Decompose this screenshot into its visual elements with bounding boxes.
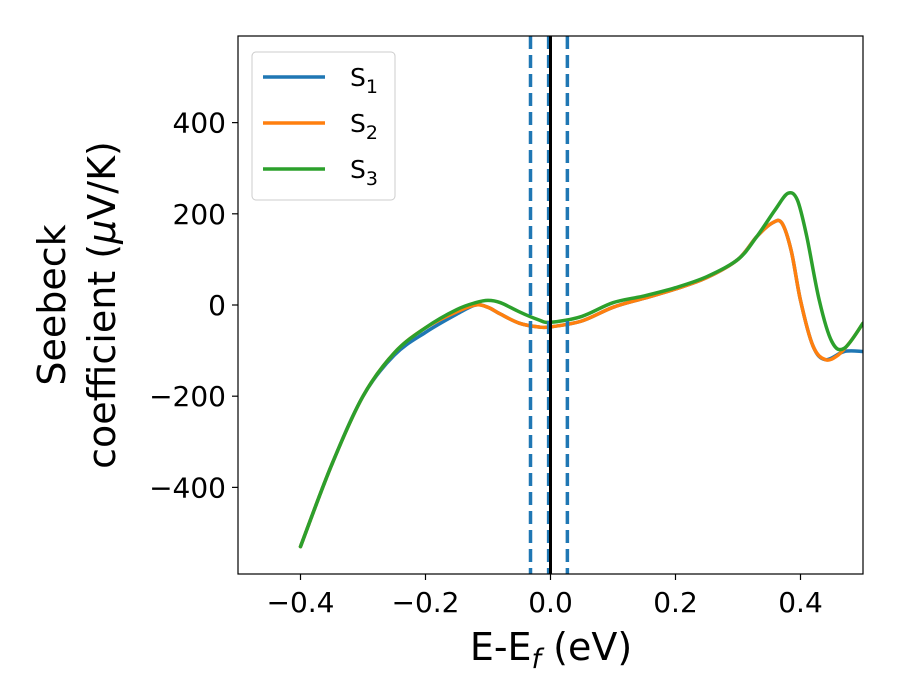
y-axis-label-line2-pre: coefficient ( xyxy=(80,244,124,469)
svg-text:E-Ef (eV): E-Ef (eV) xyxy=(470,625,632,675)
series-line-s1 xyxy=(298,218,863,549)
x-axis-ticks: −0.4 −0.2 0.0 0.2 0.4 xyxy=(267,574,823,619)
y-axis-label-line2: coefficient (μV/K) xyxy=(80,141,124,469)
y-axis-ticks: −400 −200 0 200 400 xyxy=(149,107,238,504)
x-axis-label-main: E-E xyxy=(470,625,532,669)
x-tick-label: −0.4 xyxy=(267,586,335,619)
x-axis-label-unit: (eV) xyxy=(541,625,632,669)
y-axis-label-mu: μ xyxy=(80,220,124,245)
y-axis-label-line1: Seebeck xyxy=(30,224,74,385)
series-line-s2 xyxy=(298,218,863,549)
x-tick-label: 0.2 xyxy=(653,586,698,619)
y-axis-label-line2-post: V/K) xyxy=(80,141,124,220)
y-tick-label: −400 xyxy=(149,471,226,504)
y-axis-title: Seebeck coefficient (μV/K) xyxy=(30,141,124,469)
series-lines xyxy=(298,190,863,549)
y-tick-label: 400 xyxy=(173,107,226,140)
x-tick-label: 0.0 xyxy=(528,586,573,619)
x-tick-label: 0.4 xyxy=(778,586,823,619)
legend-label-s3: S3 xyxy=(350,155,378,190)
y-tick-label: 200 xyxy=(173,198,226,231)
x-tick-label: −0.2 xyxy=(392,586,460,619)
series-line-s3 xyxy=(298,190,863,549)
y-tick-label: 0 xyxy=(208,289,226,322)
reference-lines xyxy=(528,36,570,574)
y-tick-label: −200 xyxy=(149,380,226,413)
legend: S1 S2 S3 xyxy=(251,51,396,201)
legend-box xyxy=(251,51,396,201)
plot-area xyxy=(237,35,864,575)
legend-label-s2: S2 xyxy=(350,109,378,144)
x-axis-title: E-Ef (eV) xyxy=(470,625,632,675)
legend-label-s1: S1 xyxy=(350,63,378,98)
